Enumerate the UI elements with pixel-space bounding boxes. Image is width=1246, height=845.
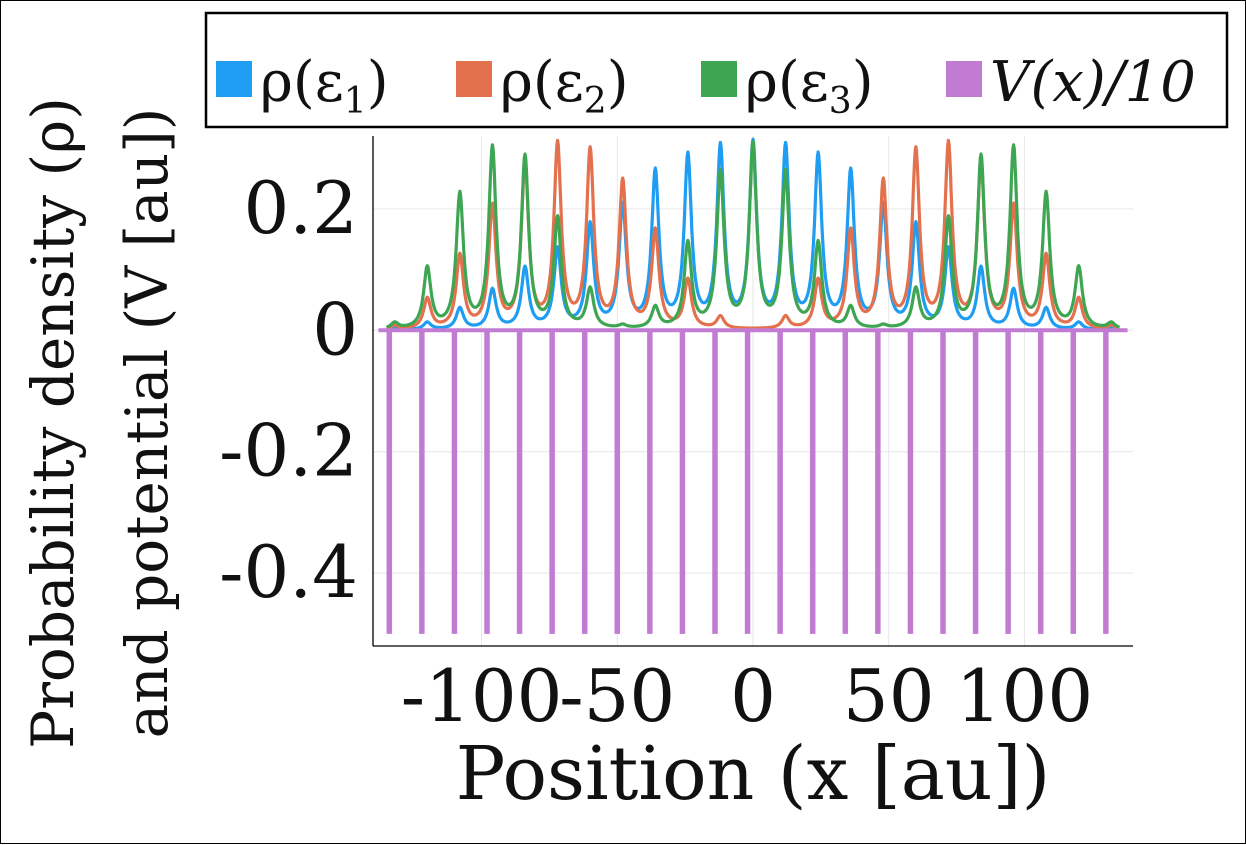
y-tick-label: 0	[312, 287, 358, 371]
y-tick-label: -0.2	[219, 409, 358, 493]
y-tick-label: -0.4	[219, 530, 358, 614]
x-tick-label: -50	[559, 654, 675, 738]
legend-swatch	[456, 61, 492, 97]
legend-item-4: V(x)/10	[946, 50, 1196, 115]
y-axis-label-line1: Probability density (ρ)	[19, 97, 87, 749]
x-axis-label: Position (x [au])	[456, 731, 1051, 817]
legend-label: ρ(ε3)	[745, 50, 874, 122]
legend: ρ(ε1) ρ(ε2) ρ(ε3) V(x)/10	[204, 11, 1229, 129]
potential-series	[378, 328, 1128, 634]
legend-swatch	[946, 61, 982, 97]
x-tick-label: -100	[401, 654, 563, 738]
legend-label: V(x)/10	[990, 50, 1196, 115]
series-line-2	[385, 138, 1121, 330]
series-line-3	[385, 139, 1121, 329]
y-axis-label-line2: and potential (V [au])	[113, 108, 181, 739]
series-line-1	[385, 137, 1121, 331]
legend-item-1: ρ(ε1)	[216, 50, 389, 122]
legend-swatch	[216, 61, 252, 97]
x-tick-label: 100	[956, 654, 1093, 738]
legend-label: ρ(ε2)	[500, 50, 629, 122]
legend-swatch	[701, 61, 737, 97]
x-tick-label: 0	[730, 654, 776, 738]
legend-label: ρ(ε1)	[260, 50, 389, 122]
tick-layer: 0.2 0 -0.2 -0.4 -100-50 0 50 100	[219, 166, 1093, 738]
legend-item-3: ρ(ε3)	[701, 50, 874, 122]
x-tick-label: 50	[843, 654, 935, 738]
y-tick-label: 0.2	[243, 166, 358, 250]
legend-item-2: ρ(ε2)	[456, 50, 629, 122]
series-layer	[378, 137, 1128, 634]
